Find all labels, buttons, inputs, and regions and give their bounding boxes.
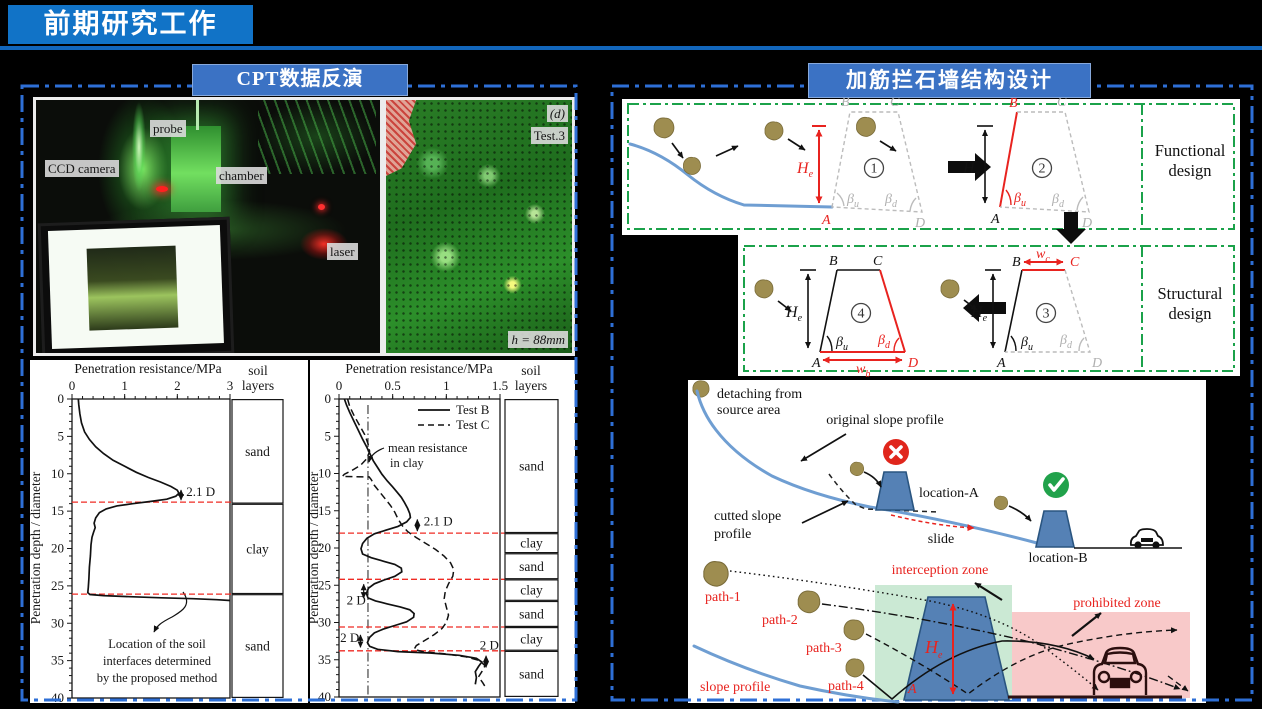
- y-tick-label: 0: [58, 391, 65, 406]
- soil-layer-label: clay: [520, 536, 543, 551]
- x-tick-label: 0: [336, 378, 343, 393]
- soil-layer-label: sand: [519, 666, 544, 681]
- soil-layer-label: sand: [245, 444, 270, 459]
- background-frame: [258, 100, 376, 174]
- soil-layer-label: sand: [519, 559, 544, 574]
- red-indicator-light: [318, 204, 325, 210]
- y-tick-label: 25: [318, 577, 331, 592]
- y-tick-label: 35: [51, 653, 64, 668]
- soil-layer-label: clay: [520, 631, 543, 646]
- red-displacement-patch: [386, 100, 417, 176]
- penetration-depth-label: h = 88mm: [508, 331, 568, 348]
- laptop-screen-image: [86, 245, 179, 332]
- soil-column-header: soil: [521, 363, 541, 378]
- dimension-label: 2 D: [340, 630, 359, 645]
- x-axis-title: Penetration resistance/MPa: [74, 361, 221, 376]
- x-tick-label: 0: [69, 378, 76, 393]
- soil-column-header: soil: [248, 363, 268, 378]
- piv-vector-field-photo: (d) Test.3 h = 88mm: [383, 97, 575, 356]
- cpt-chart-tests: Penetration resistance/MPa Penetration d…: [310, 360, 575, 703]
- y-tick-label: 40: [51, 690, 64, 703]
- legend-label-test-b: Test B: [456, 402, 490, 417]
- ccd-camera-label: CCD camera: [45, 160, 119, 177]
- x-axis-title: Penetration resistance/MPa: [345, 361, 492, 376]
- chart2-plot: 0 0.5 1 1.5 0 5 10 15 20 25 30 35 40 sand clay sand clay…: [318, 378, 559, 703]
- chamber-label: chamber: [216, 167, 267, 184]
- soil-layer-label: sand: [519, 606, 544, 621]
- method-note-line: by the proposed method: [97, 671, 218, 685]
- title-underline: [0, 46, 1262, 50]
- soil-layer-label: sand: [519, 459, 544, 474]
- series-penetration-resistance: [77, 398, 231, 602]
- method-note-line: Location of the soil: [108, 637, 206, 651]
- y-tick-label: 10: [51, 466, 64, 481]
- x-tick-label: 1.5: [492, 378, 508, 393]
- x-tick-label: 2: [174, 378, 181, 393]
- laser-label: laser: [327, 243, 358, 260]
- dimension-label: 2 D: [347, 593, 366, 608]
- probe-label: probe: [150, 120, 186, 137]
- mean-resistance-note: in clay: [390, 456, 424, 470]
- panel-letter-label: (d): [546, 105, 568, 122]
- probe-rod: [196, 100, 199, 130]
- dimension-label: 2.1 D: [424, 514, 453, 529]
- slope-diagrams-block: [688, 380, 1206, 703]
- cpt-chart-single: Penetration resistance/MPa Penetration d…: [30, 360, 308, 703]
- y-tick-label: 15: [51, 503, 64, 518]
- dimension-label: 2 D: [480, 637, 499, 652]
- functional-design-block: [622, 99, 1240, 235]
- laptop-screen: [47, 225, 224, 349]
- right-panel-header: 加筋拦石墙结构设计: [808, 63, 1091, 98]
- left-panel-header: CPT数据反演: [192, 64, 408, 96]
- y-tick-label: 15: [318, 503, 331, 518]
- y-tick-label: 35: [318, 652, 331, 667]
- y-tick-label: 30: [318, 615, 331, 630]
- x-tick-label: 1: [443, 378, 450, 393]
- lab-setup-photo: probe CCD camera chamber laser: [33, 97, 383, 356]
- structural-design-block: [738, 235, 1240, 376]
- x-tick-label: 1: [121, 378, 128, 393]
- dimension-label: 2.1 D: [186, 484, 215, 499]
- soil-layer-label: clay: [246, 541, 269, 556]
- laser-beam-glow: [132, 102, 146, 192]
- method-note-line: interfaces determined: [103, 654, 212, 668]
- x-tick-label: 0.5: [385, 378, 401, 393]
- test-number-label: Test.3: [530, 127, 568, 144]
- y-axis-title: Penetration depth / diameter: [30, 471, 43, 624]
- red-indicator-light: [156, 186, 168, 192]
- y-tick-label: 30: [51, 615, 64, 630]
- y-tick-label: 5: [325, 428, 332, 443]
- slide-title: 前期研究工作: [8, 5, 253, 44]
- laptop: [37, 216, 235, 353]
- y-tick-label: 40: [318, 689, 331, 703]
- soil-layer-label: clay: [520, 583, 543, 598]
- soil-column-header: layers: [242, 378, 274, 393]
- y-tick-label: 20: [318, 540, 331, 555]
- y-tick-label: 25: [51, 578, 64, 593]
- soil-column-header: layers: [515, 378, 547, 393]
- soil-layer-label: sand: [245, 639, 270, 654]
- y-tick-label: 20: [51, 541, 64, 556]
- y-tick-label: 10: [318, 466, 331, 481]
- y-tick-label: 5: [58, 428, 65, 443]
- x-tick-label: 3: [227, 378, 234, 393]
- legend-label-test-c: Test C: [456, 417, 489, 432]
- y-tick-label: 0: [325, 391, 332, 406]
- mean-resistance-note: mean resistance: [388, 441, 468, 455]
